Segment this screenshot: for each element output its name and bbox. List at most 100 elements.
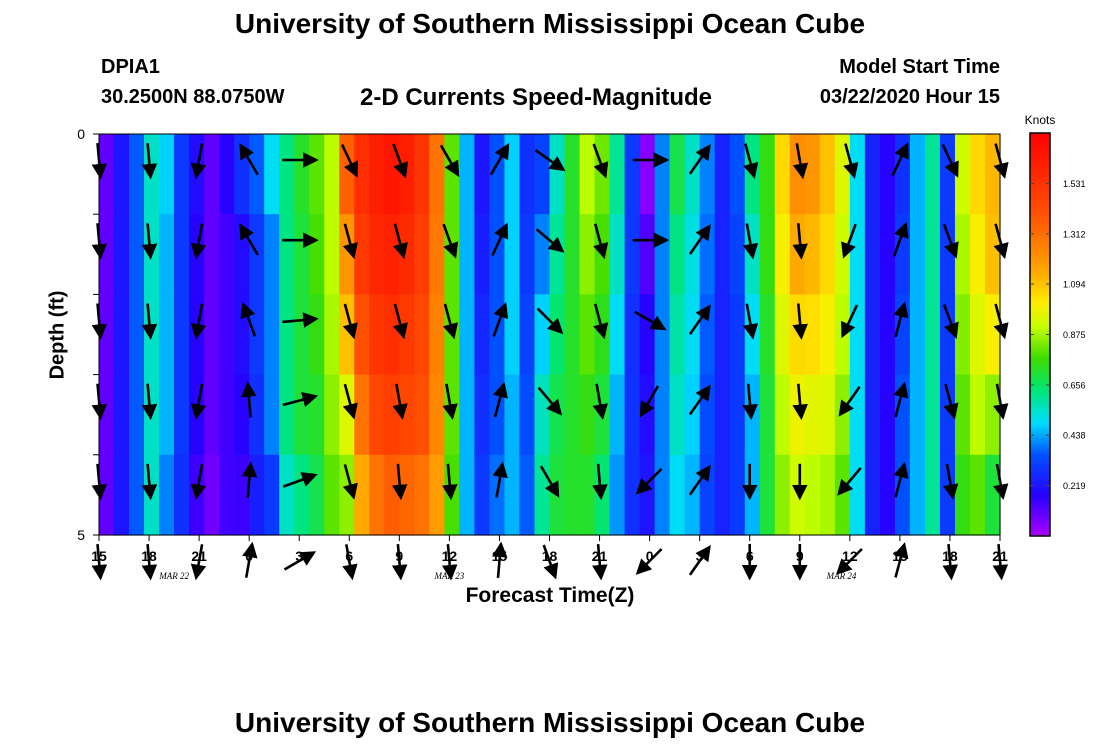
- x-tick-label: 9: [395, 548, 403, 564]
- heatmap-cell: [324, 214, 340, 295]
- current-arrow: [241, 381, 257, 418]
- heatmap-cell: [729, 294, 746, 376]
- heatmap-cell: [864, 374, 881, 456]
- heatmap-cell: [939, 214, 956, 295]
- heatmap-cell: [774, 454, 791, 536]
- heatmap-cell: [774, 374, 791, 456]
- heatmap-cell: [159, 134, 175, 215]
- heatmap-cell: [804, 454, 821, 536]
- heatmap-cell: [294, 374, 310, 456]
- current-arrow: [190, 223, 207, 260]
- current-arrow: [342, 383, 358, 420]
- heatmap-cell: [504, 214, 521, 295]
- heatmap-cell: [654, 214, 671, 295]
- heatmap-cell: [984, 374, 1001, 456]
- heatmap-cell: [279, 374, 295, 456]
- heatmap-cell: [474, 294, 491, 376]
- heatmap-cell: [864, 134, 881, 215]
- current-arrow: [282, 472, 318, 488]
- current-arrow: [943, 383, 959, 420]
- x-tick-label: 3: [295, 548, 303, 564]
- current-arrow: [792, 223, 808, 260]
- heatmap-cell: [609, 374, 626, 456]
- heatmap-cell: [159, 294, 175, 376]
- x-tick-label: 3: [696, 548, 704, 564]
- current-arrow: [442, 303, 458, 340]
- current-arrow: [539, 465, 560, 498]
- heatmap-cell: [684, 454, 701, 536]
- current-arrow: [239, 223, 259, 256]
- current-arrow: [534, 149, 566, 172]
- heatmap-cell: [309, 294, 325, 376]
- x-tick-label: 21: [592, 548, 608, 564]
- heatmap-cell: [369, 134, 385, 215]
- heatmap-cell: [909, 214, 926, 295]
- heatmap-cell: [579, 294, 596, 376]
- heatmap-cell: [624, 134, 641, 215]
- current-arrow: [992, 543, 1009, 581]
- heatmap-cell: [219, 454, 235, 536]
- heatmap-cell: [309, 374, 325, 456]
- heatmap-cell: [204, 214, 220, 295]
- heatmap-cell: [729, 214, 746, 295]
- heatmap-cell: [504, 294, 521, 376]
- current-arrow: [688, 224, 711, 255]
- heatmap-cell: [399, 294, 415, 376]
- date-label: MAR 22: [158, 571, 189, 581]
- current-arrow: [242, 541, 258, 578]
- current-arrow: [892, 221, 909, 257]
- heatmap-cell: [264, 134, 280, 215]
- heatmap-cell: [534, 134, 551, 215]
- heatmap-cell: [294, 294, 310, 376]
- heatmap-cell: [609, 294, 626, 376]
- heatmap-cell: [174, 374, 190, 456]
- heatmap-cell: [144, 294, 160, 376]
- heatmap-cell: [114, 134, 130, 215]
- current-arrow: [835, 548, 863, 575]
- heatmap-cell: [759, 454, 776, 536]
- colorbar: Knots 1.531 1.312 1.094 0.875 0.656 0.438 0.219: [1025, 113, 1086, 537]
- heatmap-cell: [834, 134, 851, 215]
- heatmap-cell: [654, 374, 671, 456]
- heatmap-cell: [279, 214, 295, 295]
- x-tick-label: 15: [492, 548, 508, 564]
- heatmap-cell: [549, 134, 566, 215]
- heatmap-cell: [699, 214, 716, 295]
- heatmap-cell: [609, 214, 626, 295]
- heatmap-cell: [219, 214, 235, 295]
- heatmap-cell: [264, 454, 280, 536]
- x-tick-label: 6: [746, 548, 754, 564]
- heatmap-cell: [714, 294, 731, 376]
- y-tick-label: 0: [77, 126, 85, 142]
- heatmap-cell: [294, 134, 310, 215]
- heatmap-cell: [684, 214, 701, 295]
- heatmap-cell: [954, 214, 971, 295]
- heatmap-cell: [849, 134, 866, 215]
- current-arrow: [593, 223, 609, 260]
- model-start-time: 03/22/2020 Hour 15: [819, 86, 1000, 108]
- heatmap-cell: [459, 374, 476, 456]
- heatmap-cell: [414, 214, 430, 295]
- heatmap-cell: [354, 214, 370, 295]
- heatmap-cell: [174, 134, 190, 215]
- heatmap-cell: [834, 214, 851, 295]
- heatmap-cell: [774, 214, 791, 295]
- heatmap-cell: [114, 294, 130, 376]
- heatmap-cell: [984, 134, 1001, 215]
- model-start-label: Model Start Time: [839, 56, 1000, 78]
- heatmap-cell: [324, 134, 340, 215]
- current-arrow: [536, 307, 564, 335]
- current-arrow: [742, 223, 759, 260]
- colorbar-tick-label: 0.438: [1063, 431, 1086, 441]
- heatmap-cell: [774, 294, 791, 376]
- x-tick-label: 0: [245, 548, 253, 564]
- x-tick-label: 18: [141, 548, 157, 564]
- current-arrow: [141, 303, 158, 340]
- current-arrow: [942, 303, 959, 339]
- heatmap-cell: [699, 294, 716, 376]
- current-arrow: [688, 384, 711, 416]
- current-arrow: [841, 304, 859, 339]
- current-arrow: [492, 461, 508, 498]
- heatmap-cell: [414, 134, 430, 215]
